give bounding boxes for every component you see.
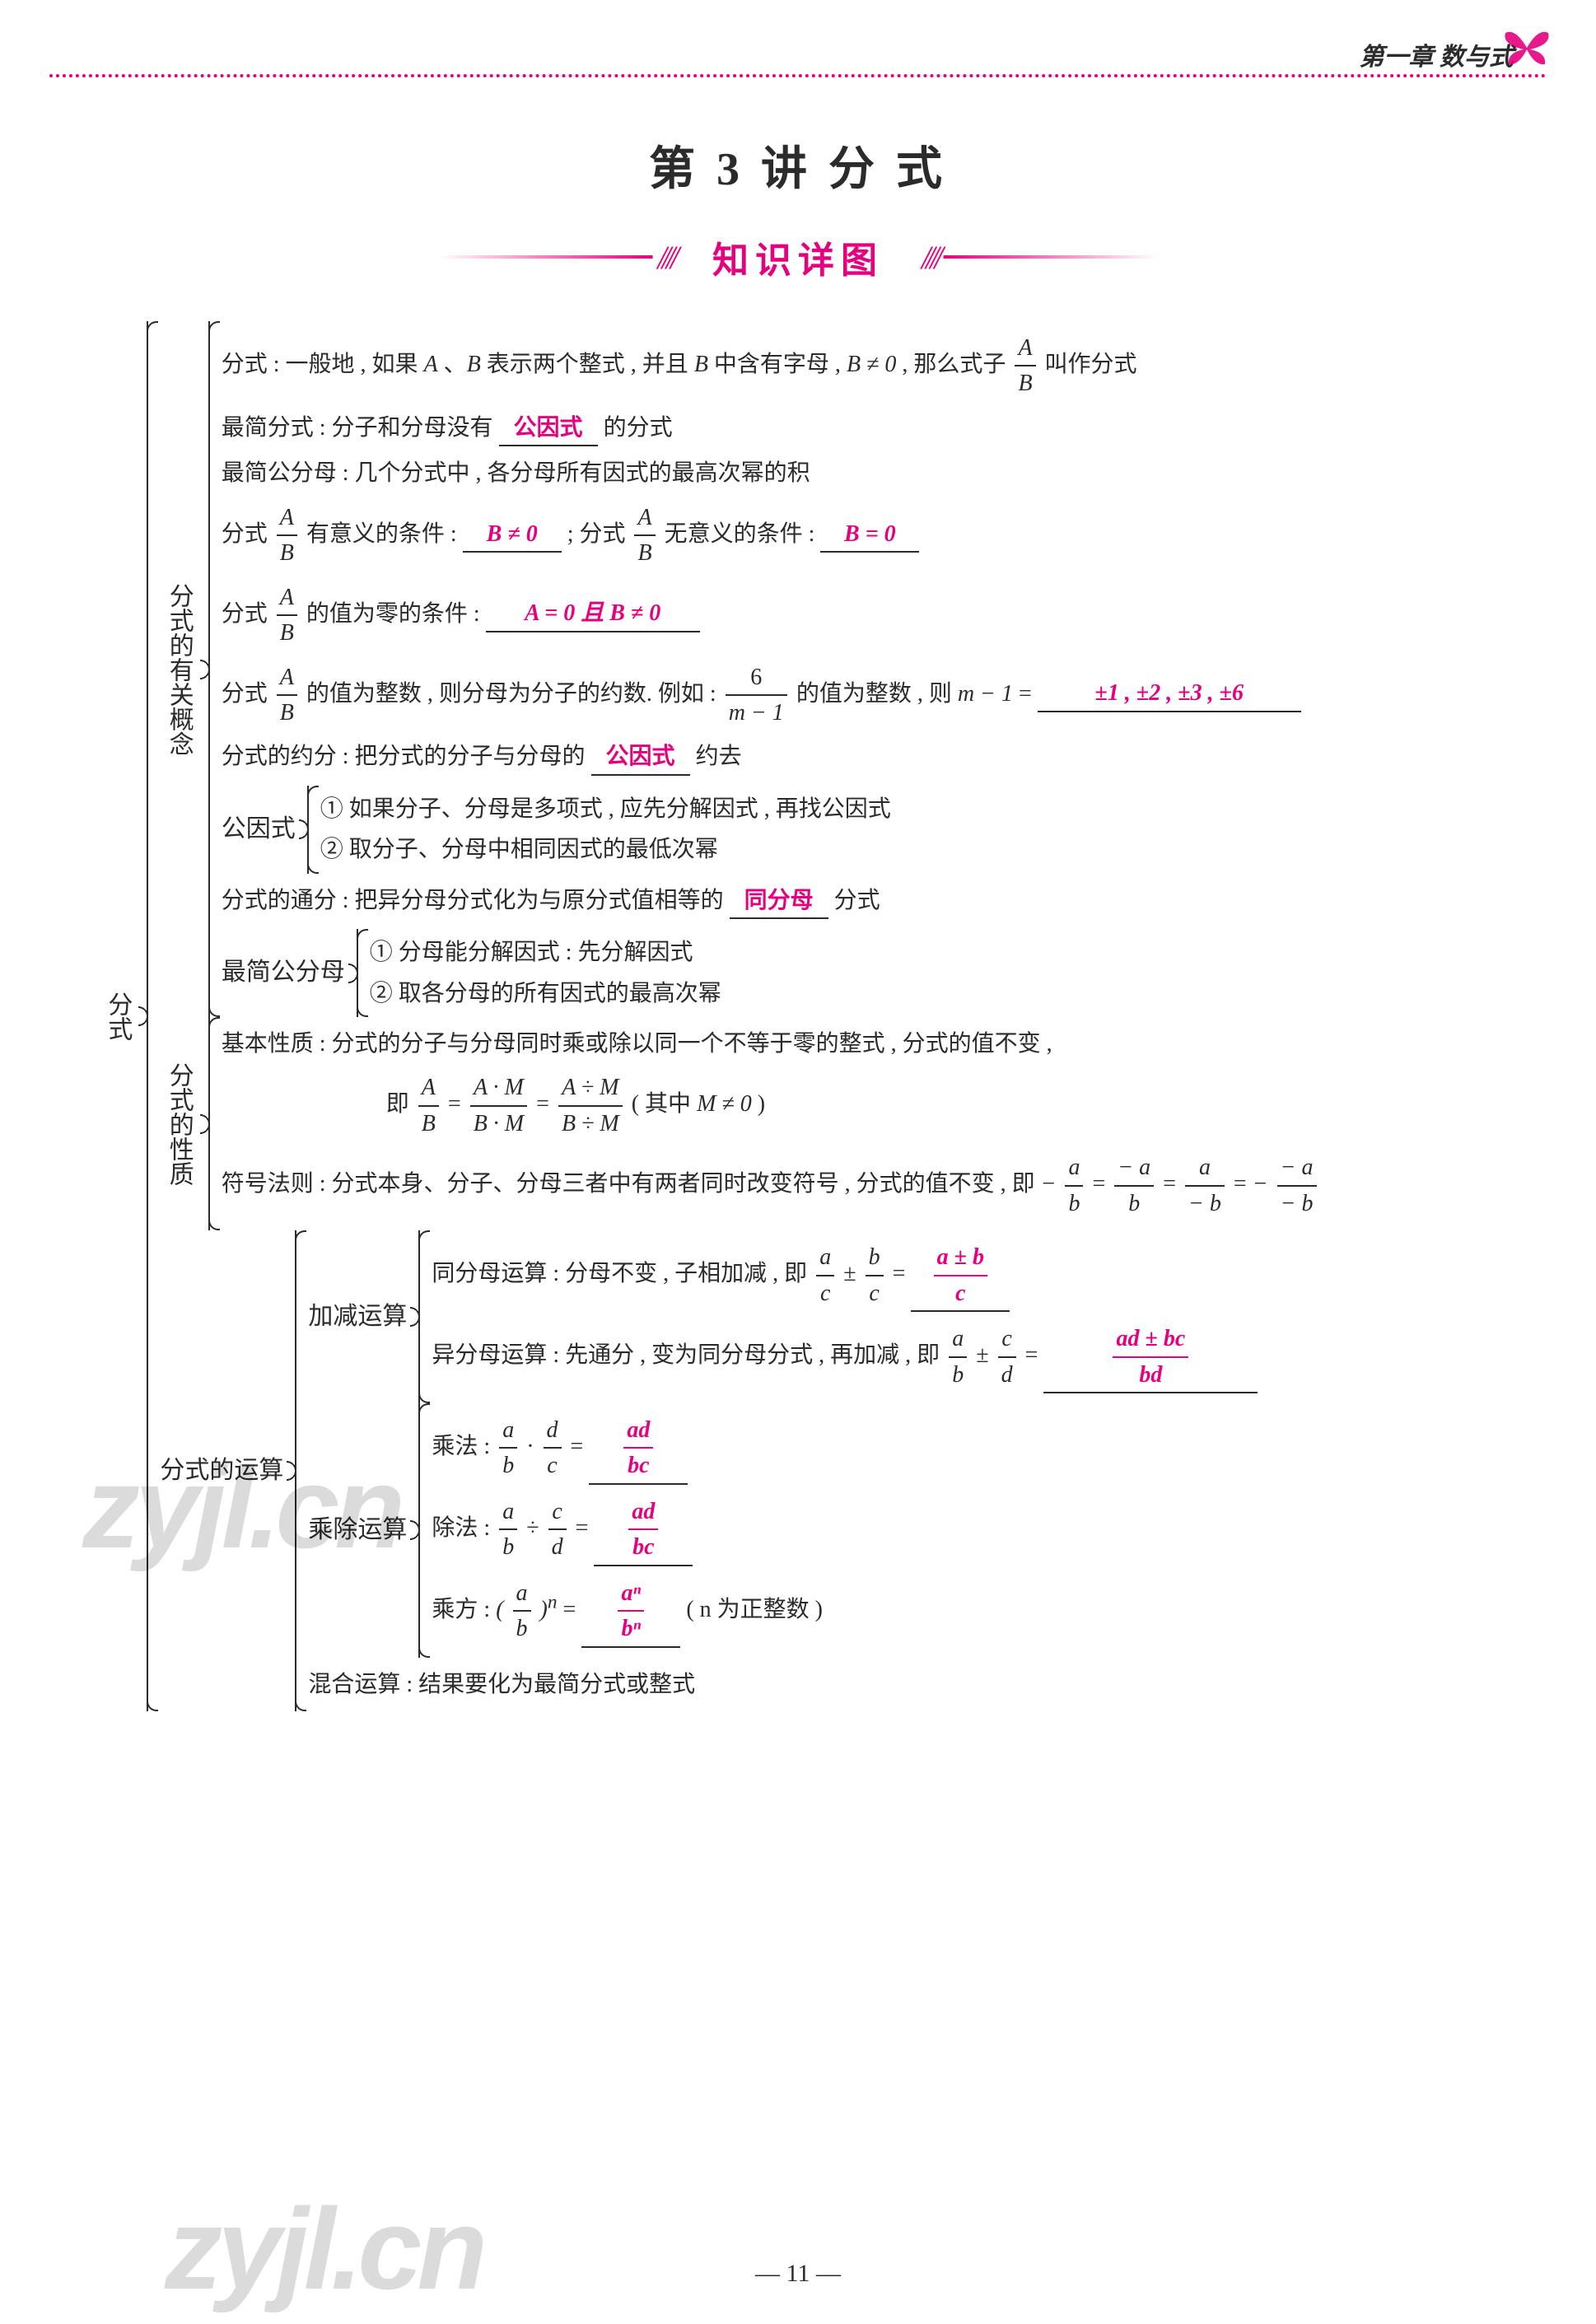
blank-pm-list: ±1 , ±2 , ±3 , ±6 [1038,676,1301,712]
blank-same-denom-result: a ± bc [911,1240,1010,1312]
concept-simplest-fraction: 最简分式 : 分子和分母没有 公因式 的分式 [222,411,1547,446]
muldiv-label: 乘除运算 [308,1403,410,1658]
concept-integer-value: 分式 AB 的值为整数 , 则分母为分子的约数. 例如 : 6m − 1 的值为… [222,660,1547,730]
blank-div-result: adbc [594,1495,693,1566]
property-sign: 符号法则 : 分式本身、分子、分母三者中有两者同时改变符号 , 分式的值不变 ,… [222,1150,1547,1220]
header-divider [49,74,1547,77]
op-same-denom: 同分母运算 : 分母不变 , 子相加减 , 即 ac ± bc = a ± bc [432,1240,1547,1312]
brace-icon [200,1017,213,1230]
page-number: — 11 — [0,2260,1596,2288]
brace-icon [138,321,152,1711]
concepts-label: 分式的有关概念 [160,321,199,1017]
banner-title: 知识详图 [679,231,917,283]
concept-lcd: 最简公分母 : 几个分式中 , 各分母所有因式的最高次幂的积 [222,456,1547,490]
cf-rule-2: ② 取分子、分母中相同因式的最低次幂 [320,833,1547,866]
brace-icon [348,929,362,1017]
blank-b-neq-0: B ≠ 0 [463,517,562,553]
op-div: 除法 : ab ÷ cd = adbc [432,1495,1547,1566]
brace-icon [200,321,213,1017]
banner-line-right [943,255,1157,259]
banner-line-left [439,255,653,259]
op-pow: 乘方 : ( ab )n = aⁿbⁿ ( n 为正整数 ) [432,1576,1547,1648]
page-title: 第 3 讲 分 式 [0,132,1596,198]
property-basic-formula: 即 AB = A · MB · M = A ÷ MB ÷ M ( 其中 M ≠ … [222,1071,1547,1141]
chapter-header: 第一章 数与式 [1360,36,1514,72]
watermark: zyjl.cn [165,2182,483,2316]
common-factor-label: 公因式 [222,786,299,874]
op-mixed: 混合运算 : 结果要化为最简分式或整式 [308,1668,1547,1701]
content-root: 分式 分式的有关概念 分式 : 一般地 , 如果 A 、B 表示两个整式 , 并… [99,321,1547,1711]
lcd-rule-2: ② 取各分母的所有因式的最高次幂 [370,977,1547,1010]
properties-label: 分式的性质 [160,1017,199,1230]
blank-mul-result: adbc [589,1413,688,1485]
butterfly-icon [1500,25,1553,77]
operations-label: 分式的运算 [160,1230,287,1711]
blank-a0-bneq0: A = 0 且 B ≠ 0 [486,596,700,632]
blank-same-denom: 同分母 [730,884,828,919]
blank-b-eq-0: B = 0 [820,517,919,553]
brace-icon [287,1230,300,1711]
addsub-label: 加减运算 [308,1230,410,1403]
section-banner: //// 知识详图 //// [439,231,1158,283]
brace-icon [410,1403,423,1658]
brace-icon [299,786,312,874]
lcd-label: 最简公分母 [222,929,348,1017]
hatch-right-icon: //// [922,238,938,277]
op-mul: 乘法 : ab · dc = adbc [432,1413,1547,1485]
concept-tongfen: 分式的通分 : 把异分母分式化为与原分式值相等的 同分母 分式 [222,884,1547,919]
concept-zero-value: 分式 AB 的值为零的条件 : A = 0 且 B ≠ 0 [222,581,1547,651]
hatch-left-icon: //// [658,238,674,277]
brace-icon [410,1230,423,1403]
op-diff-denom: 异分母运算 : 先通分 , 变为同分母分式 , 再加减 , 即 ab ± cd … [432,1322,1547,1393]
concept-defined-undefined: 分式 AB 有意义的条件 : B ≠ 0 ; 分式 AB 无意义的条件 : B … [222,501,1547,571]
property-basic: 基本性质 : 分式的分子与分母同时乘或除以同一个不等于零的整式 , 分式的值不变… [222,1027,1547,1061]
concept-reduce: 分式的约分 : 把分式的分子与分母的 公因式 约去 [222,740,1547,775]
root-label: 分式 [99,321,138,1711]
blank-common-factor: 公因式 [499,411,598,446]
blank-pow-result: aⁿbⁿ [581,1576,680,1648]
blank-common-factor-2: 公因式 [591,740,690,775]
cf-rule-1: ① 如果分子、分母是多项式 , 应先分解因式 , 再找公因式 [320,792,1547,826]
lcd-rule-1: ① 分母能分解因式 : 先分解因式 [370,936,1547,969]
concept-definition: 分式 : 一般地 , 如果 A 、B 表示两个整式 , 并且 B 中含有字母 ,… [222,331,1547,401]
blank-diff-denom-result: ad ± bcbd [1043,1322,1258,1393]
